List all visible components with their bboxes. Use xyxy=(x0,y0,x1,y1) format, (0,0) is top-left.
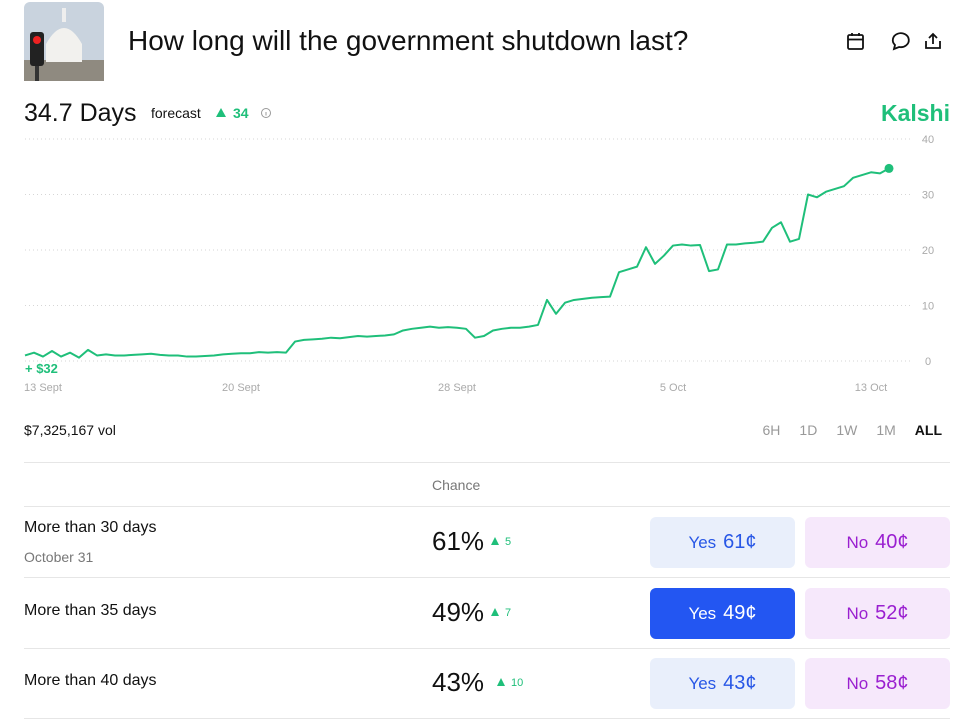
outcome-label: More than 30 days xyxy=(24,519,157,536)
outcome-sublabel: October 31 xyxy=(24,549,94,565)
yes-price: 49¢ xyxy=(723,602,757,624)
time-range-tab[interactable]: ALL xyxy=(914,422,942,438)
yes-label: Yes xyxy=(688,673,717,693)
column-header: Chance xyxy=(432,477,481,493)
no-button[interactable]: No 40¢ xyxy=(805,517,950,568)
divider xyxy=(24,648,950,649)
no-button[interactable]: No 58¢ xyxy=(805,658,950,709)
no-button[interactable]: No 52¢ xyxy=(805,588,950,639)
yes-button[interactable]: Yes 49¢ xyxy=(650,588,795,639)
time-range-tab[interactable]: 1M xyxy=(876,422,896,438)
chance-change: 10 xyxy=(511,677,524,689)
time-range-tab[interactable]: 6H xyxy=(762,422,781,438)
y-tick-label: 30 xyxy=(922,190,934,202)
up-arrow xyxy=(491,537,499,545)
yes-label: Yes xyxy=(688,603,717,623)
latest-point xyxy=(884,163,894,173)
share-icon[interactable] xyxy=(925,32,941,49)
yes-label: Yes xyxy=(688,532,717,552)
market-title: How long will the government shutdown la… xyxy=(128,25,689,56)
forecast-label: forecast xyxy=(151,105,201,121)
time-range-tabs: 6H 1D 1W 1M ALL xyxy=(763,422,942,438)
divider xyxy=(24,506,950,507)
chance-change: 5 xyxy=(505,536,512,548)
toolbar xyxy=(847,32,941,51)
yes-price: 43¢ xyxy=(723,672,757,694)
brand-logo: Kalshi xyxy=(880,100,950,126)
market-thumbnail xyxy=(24,2,104,81)
chance: 61% xyxy=(432,526,485,556)
no-price: 52¢ xyxy=(875,602,909,624)
yes-price: 61¢ xyxy=(723,531,757,553)
time-range-tab[interactable]: 1D xyxy=(799,422,818,438)
no-price: 58¢ xyxy=(875,672,909,694)
x-tick-label: 13 Sept xyxy=(24,382,62,394)
yes-button[interactable]: Yes 61¢ xyxy=(650,517,795,568)
chance: 49% xyxy=(432,597,485,627)
y-tick-label: 10 xyxy=(922,301,934,313)
volume: $7,325,167 vol xyxy=(24,422,116,438)
x-tick-label: 13 Oct xyxy=(855,382,887,394)
info-icon[interactable] xyxy=(260,107,272,119)
divider xyxy=(24,462,950,463)
divider xyxy=(24,577,950,578)
forecast-value: 34.7 Days xyxy=(24,99,137,127)
x-tick-label: 28 Sept xyxy=(438,382,476,394)
up-arrow xyxy=(216,108,226,117)
divider xyxy=(24,718,950,719)
no-label: No xyxy=(846,603,869,623)
yes-button[interactable]: Yes 43¢ xyxy=(650,658,795,709)
chance: 43% xyxy=(432,667,485,697)
x-tick-label: 5 Oct xyxy=(660,382,686,394)
up-arrow xyxy=(497,678,505,686)
no-label: No xyxy=(846,532,869,552)
comment-icon[interactable] xyxy=(891,32,910,51)
outcome-label: More than 40 days xyxy=(24,672,157,689)
chart: 0 10 20 30 40 13 Sept 20 Sept 28 Sept 5 Oct 13 Oc… xyxy=(24,134,934,394)
up-arrow xyxy=(491,608,499,616)
annotation: + $32 xyxy=(25,361,58,376)
price-line xyxy=(24,167,890,359)
forecast-change: 34 xyxy=(233,105,249,121)
y-tick-label: 0 xyxy=(925,356,931,368)
x-tick-label: 20 Sept xyxy=(222,382,260,394)
outcome-label: More than 35 days xyxy=(24,602,157,619)
no-label: No xyxy=(846,673,869,693)
no-price: 40¢ xyxy=(875,531,909,553)
chance-change: 7 xyxy=(505,607,512,619)
y-tick-label: 20 xyxy=(922,245,934,257)
time-range-tab[interactable]: 1W xyxy=(836,422,858,438)
y-tick-label: 40 xyxy=(922,134,934,146)
calendar-icon[interactable] xyxy=(847,33,864,50)
